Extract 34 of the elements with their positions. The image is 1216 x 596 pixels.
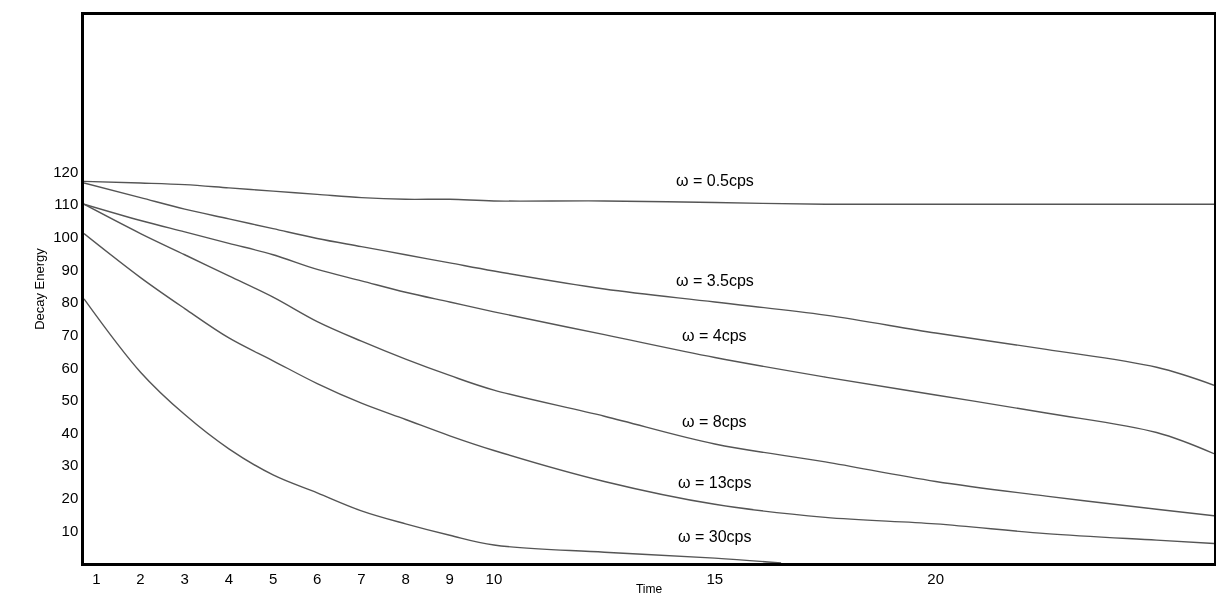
- y-tick-label: 80: [61, 293, 79, 311]
- x-tick-label: 6: [313, 569, 322, 587]
- y-tick-label: 30: [61, 456, 79, 474]
- series-label: ω = 30cps: [678, 528, 752, 545]
- series-label: ω = 0.5cps: [676, 172, 754, 189]
- x-tick-label: 10: [485, 569, 503, 587]
- y-tick-label: 60: [61, 358, 79, 376]
- y-tick-label: 120: [53, 162, 79, 180]
- y-tick-label: 90: [61, 260, 79, 278]
- y-tick-label: 20: [61, 489, 79, 507]
- x-tick-label: 3: [180, 569, 189, 587]
- x-tick-label: 5: [268, 569, 278, 587]
- y-tick-label: 10: [61, 521, 79, 539]
- x-tick-label: 2: [136, 569, 145, 587]
- x-tick-label: 7: [357, 569, 366, 587]
- series-label: ω = 13cps: [678, 474, 752, 491]
- x-tick-label: 4: [224, 569, 234, 587]
- y-tick-label: 40: [61, 423, 79, 441]
- line-series: [84, 232, 1214, 545]
- y-tick-label: 50: [61, 391, 79, 409]
- y-tick-label: 100: [53, 228, 79, 246]
- line-series: [84, 298, 782, 563]
- x-tick-label: 8: [401, 569, 410, 587]
- series-label: ω = 8cps: [682, 413, 747, 430]
- x-tick-label: 1: [92, 569, 101, 587]
- y-axis-title: Decay Energy: [32, 247, 48, 330]
- series-label: ω = 4cps: [682, 327, 747, 344]
- y-tick-label: 110: [54, 195, 79, 213]
- x-tick-label: 15: [706, 569, 724, 587]
- x-tick-label: 20: [927, 569, 945, 587]
- x-tick-label: 9: [445, 569, 454, 587]
- x-axis-title: Time: [635, 582, 663, 596]
- series-label: ω = 3.5cps: [676, 272, 754, 289]
- y-tick-label: 70: [61, 325, 79, 343]
